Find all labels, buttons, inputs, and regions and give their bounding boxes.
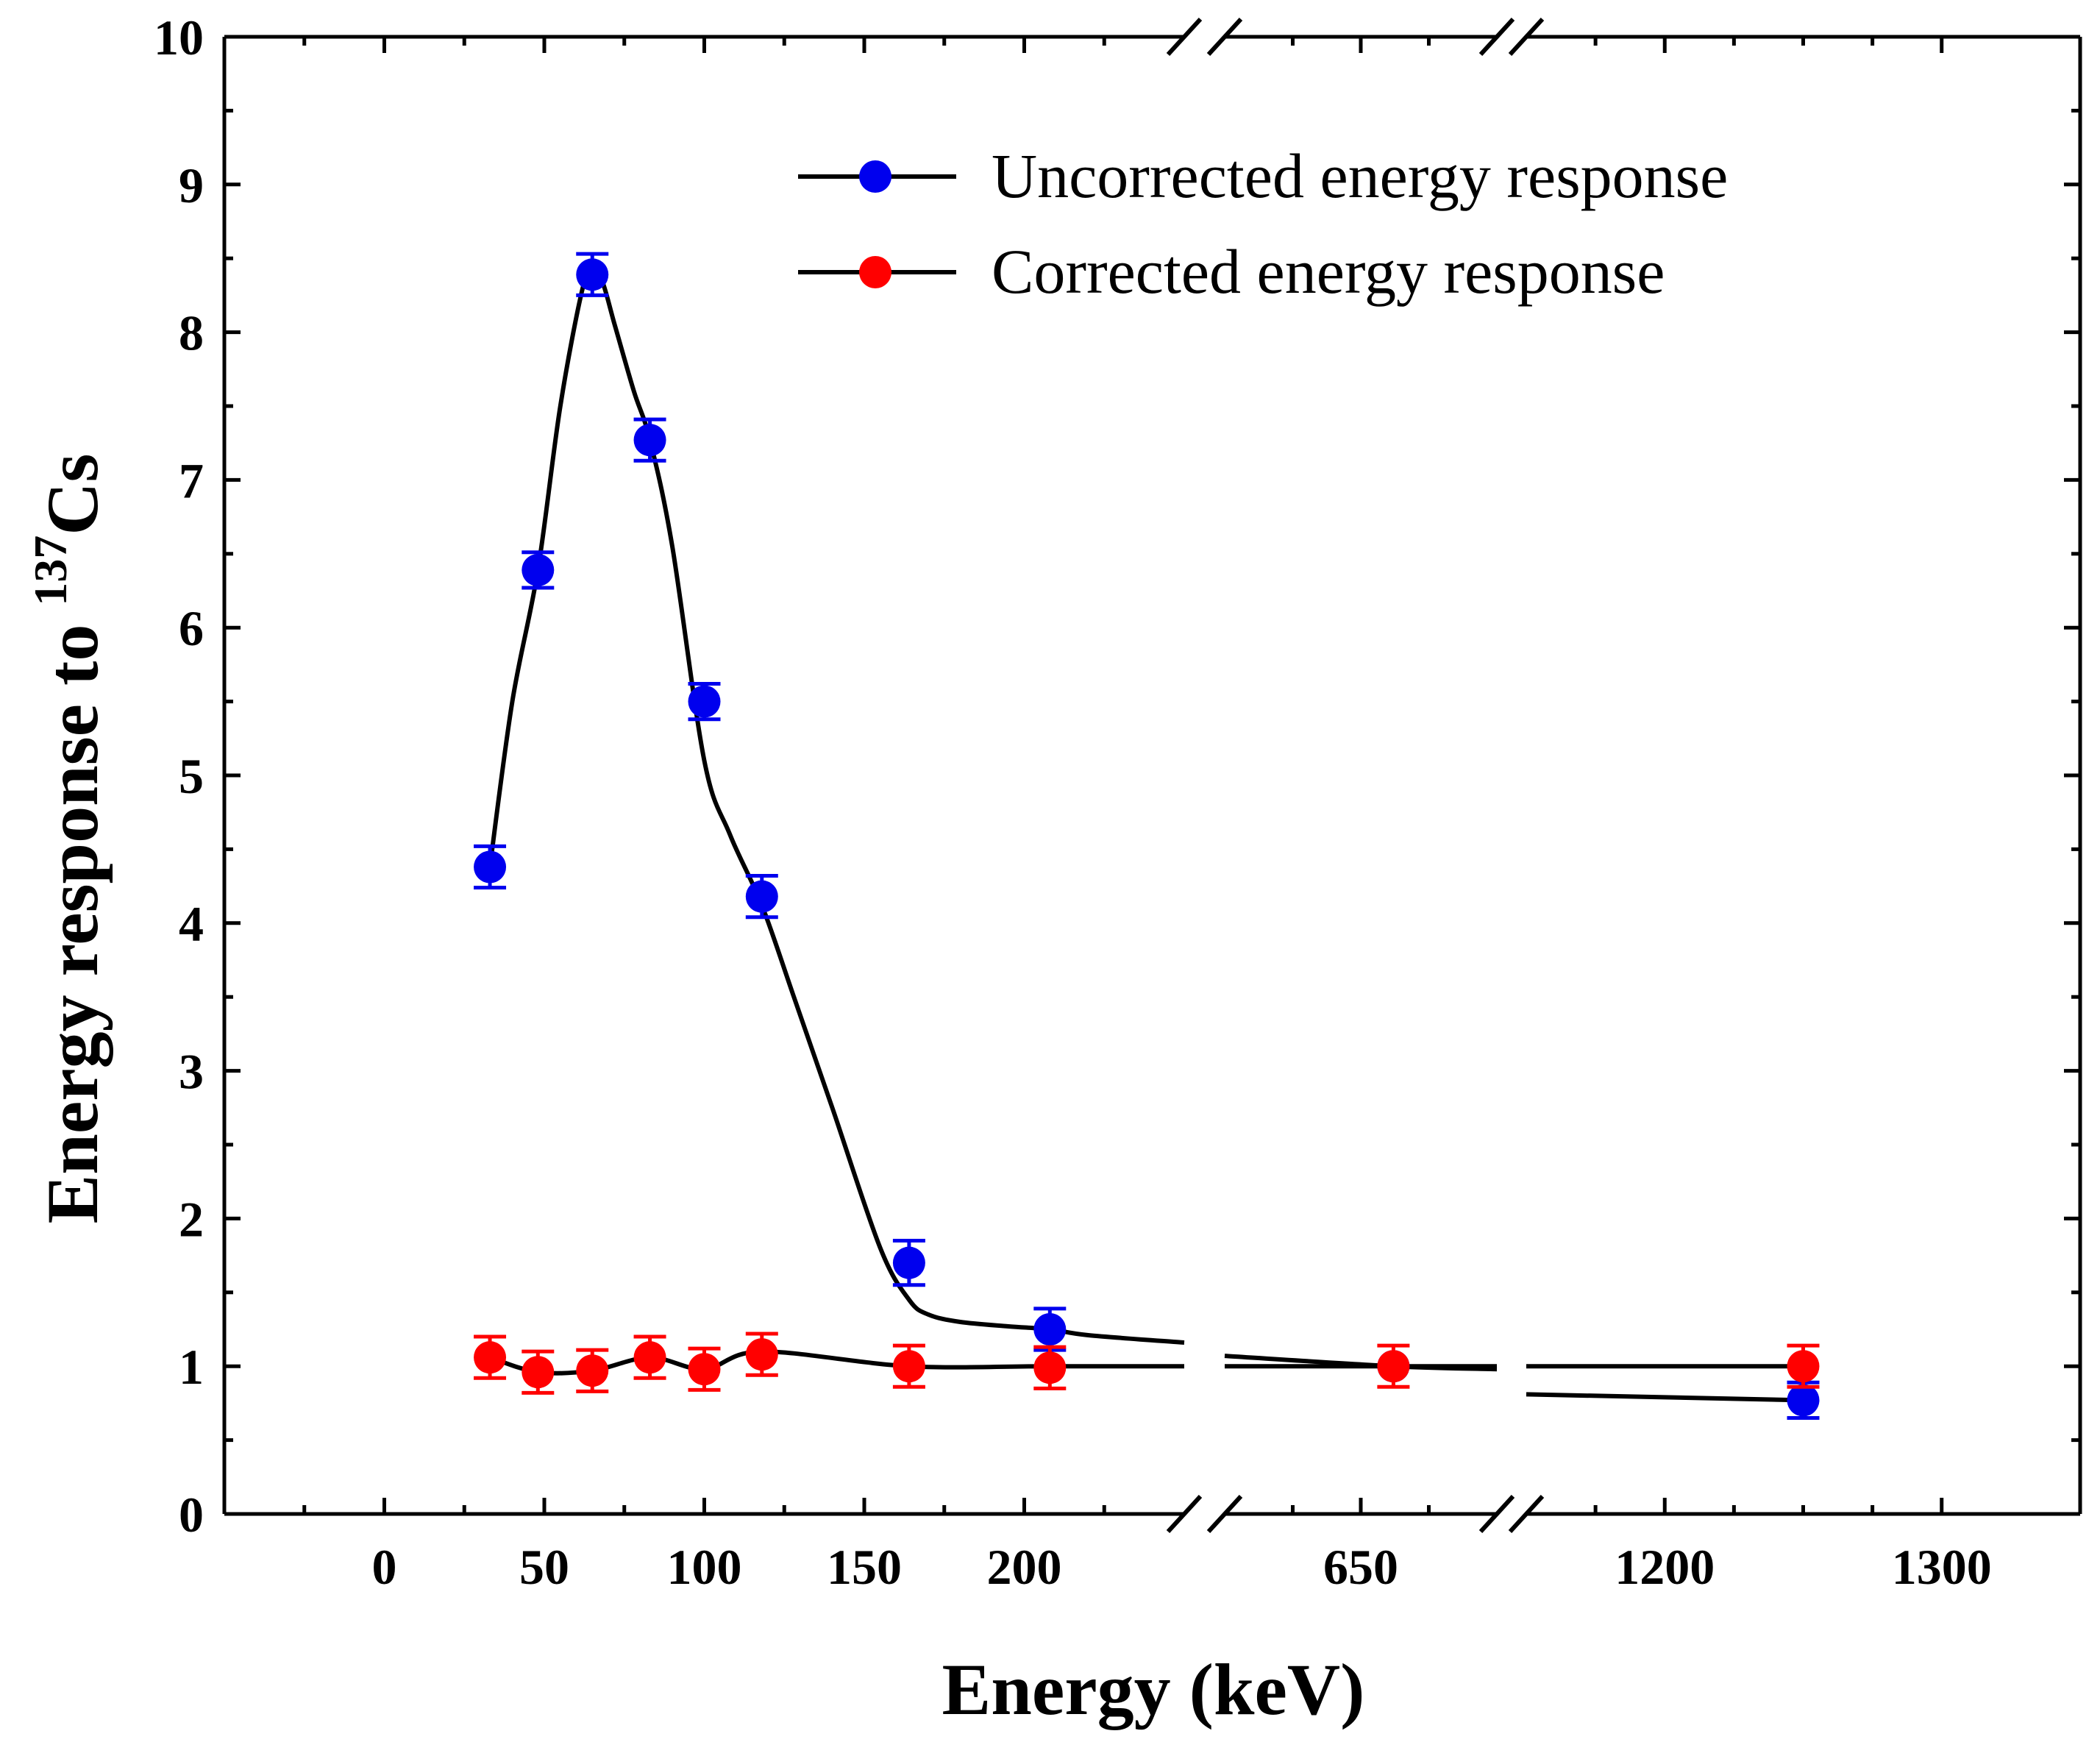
x-tick-label: 1200 [1615,1539,1715,1595]
y-tick-label: 1 [179,1339,204,1395]
data-point [1377,1350,1410,1383]
axis-break-mark-1-1-0 [1478,17,1515,57]
x-tick-label: 1300 [1892,1539,1992,1595]
data-point [688,1353,721,1386]
y-tick-label: 8 [179,305,204,361]
y-tick-label: 4 [179,896,204,952]
data-point [892,1350,925,1383]
data-point [474,850,507,884]
axis-break-mark-1-1-1 [1508,17,1545,57]
y-tick-label: 5 [179,748,204,804]
data-point [1033,1313,1067,1345]
data-point [522,553,555,586]
x-tick-label: 100 [667,1539,742,1595]
data-point [688,685,721,718]
data-point [1033,1351,1067,1384]
legend-marker-1 [859,256,891,288]
legend-marker-0 [859,160,891,193]
data-point [892,1246,925,1279]
axis-break-mark-0-0-1 [1206,1494,1243,1534]
data-point [745,1338,778,1371]
x-tick-label: 0 [372,1539,397,1595]
data-point [576,258,609,291]
data-point [633,424,666,457]
x-tick-label: 50 [519,1539,569,1595]
x-tick-label: 200 [987,1539,1062,1595]
series-0-curve-2 [1526,1392,1804,1403]
axis-break-mark-0-1-0 [1166,17,1203,57]
y-tick-label: 6 [179,600,204,656]
axis-break-mark-0-0-0 [1166,1494,1203,1534]
y-tick-label: 7 [179,452,204,508]
y-axis-title-main: Energy response to [32,606,113,1224]
y-tick-label: 10 [154,10,204,65]
y-axis-title-tail: Cs [32,454,113,536]
data-point [474,1341,507,1374]
axis-break-mark-0-1-1 [1206,17,1243,57]
x-axis-title: Energy (keV) [942,1649,1365,1730]
data-point [522,1356,555,1389]
axis-break-mark-1-0-0 [1478,1494,1515,1534]
y-axis-title: Energy response to 137Cs [24,454,113,1224]
axis-break-mark-1-0-1 [1508,1494,1545,1534]
series-0-curve-0 [488,271,1185,1345]
data-point [576,1354,609,1387]
x-tick-label: 650 [1323,1539,1398,1595]
y-tick-label: 3 [179,1044,204,1100]
data-point [1787,1384,1820,1417]
data-point [745,880,778,913]
data-point [1787,1350,1820,1383]
data-point [633,1341,666,1374]
y-tick-label: 9 [179,157,204,213]
y-tick-label: 0 [179,1487,204,1543]
x-tick-label: 150 [827,1539,902,1595]
y-tick-label: 2 [179,1191,204,1247]
legend-label-1: Corrected energy response [992,236,1665,307]
legend-label-0: Uncorrected energy response [992,141,1728,211]
y-axis-title-superscript: 137 [24,536,76,606]
